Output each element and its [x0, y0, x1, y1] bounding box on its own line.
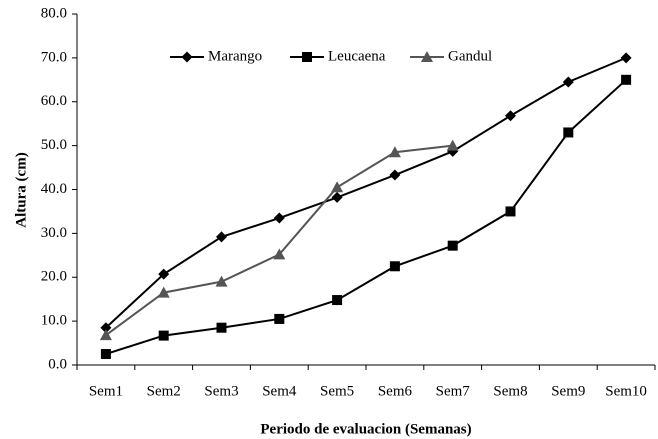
marker-triangle [273, 248, 286, 260]
y-tick-label: 10.0 [41, 313, 67, 329]
marker-square [158, 330, 169, 341]
y-axis-title: Altura (cm) [13, 152, 29, 227]
legend-label: Gandul [448, 48, 492, 64]
y-tick-label: 70.0 [41, 49, 67, 65]
marker-triangle [157, 286, 170, 298]
marker-triangle [331, 181, 344, 193]
x-tick-label: Sem4 [262, 383, 297, 399]
x-tick-label: Sem1 [89, 383, 123, 399]
marker-square [216, 322, 227, 333]
marker-square [621, 74, 632, 85]
marker-square [447, 240, 458, 251]
x-tick-label: Sem10 [605, 383, 647, 399]
y-tick-label: 60.0 [41, 93, 67, 109]
marker-triangle [388, 146, 401, 158]
marker-diamond [331, 191, 343, 203]
marker-diamond [216, 231, 227, 243]
marker-square [505, 206, 516, 217]
legend-label: Marango [208, 48, 262, 64]
marker-triangle [421, 51, 433, 62]
x-tick-label: Sem9 [551, 383, 585, 399]
x-tick-label: Sem6 [378, 383, 413, 399]
marker-diamond [158, 268, 170, 280]
x-tick-label: Sem3 [204, 383, 238, 399]
marker-triangle [446, 139, 459, 151]
marker-square [389, 261, 400, 272]
series-line [105, 79, 627, 355]
marker-square [332, 295, 343, 306]
legend-label: Leucaena [328, 48, 386, 64]
x-tick-label: Sem5 [320, 383, 354, 399]
marker-diamond [273, 212, 285, 224]
y-tick-label: 0.0 [48, 356, 67, 372]
x-tick-label: Sem2 [147, 383, 181, 399]
marker-square [563, 127, 574, 138]
series-line [105, 144, 453, 336]
y-tick-label: 20.0 [41, 269, 67, 285]
marker-diamond [100, 322, 112, 334]
x-tick-label: Sem8 [493, 383, 527, 399]
marker-diamond [562, 76, 574, 88]
series-line [105, 56, 627, 329]
y-tick-label: 80.0 [41, 5, 67, 21]
marker-diamond [181, 51, 193, 63]
marker-diamond [620, 52, 632, 64]
marker-triangle [99, 329, 112, 341]
marker-diamond [505, 110, 516, 122]
marker-square [100, 349, 111, 360]
x-axis-title: Periodo de evaluacion (Semanas) [260, 421, 471, 437]
x-tick-label: Sem7 [436, 383, 471, 399]
marker-square [302, 52, 312, 62]
y-tick-label: 50.0 [41, 137, 67, 153]
marker-square [274, 313, 285, 324]
marker-triangle [215, 275, 228, 287]
y-tick-label: 30.0 [41, 225, 67, 241]
y-tick-label: 40.0 [41, 181, 67, 197]
marker-diamond [389, 169, 401, 181]
